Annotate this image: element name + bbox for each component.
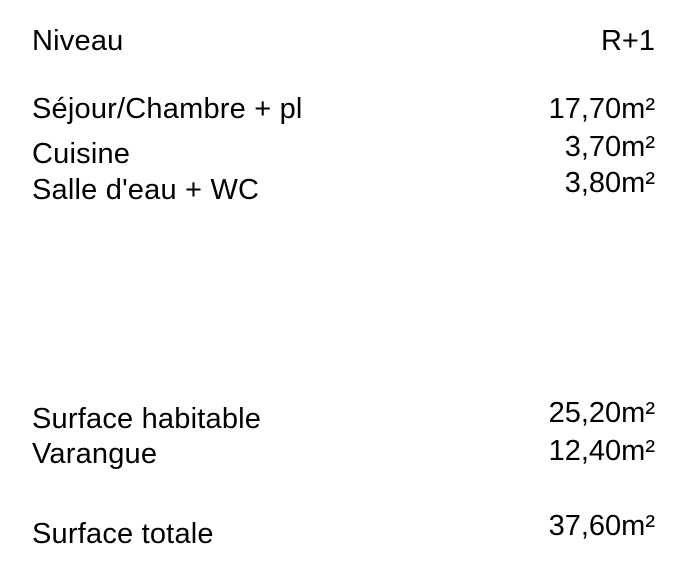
level-label: Niveau [32,25,124,57]
room-label: Cuisine [32,138,131,170]
table-row: Cuisine 3,70m² [32,131,655,171]
summary-label: Varangue [32,438,158,470]
total-row: Surface totale 37,60m² [32,510,655,551]
room-area-value: 17,70m² [548,93,655,125]
room-label: Salle d'eau + WC [32,174,260,206]
total-area-value: 37,60m² [548,510,655,542]
table-row: Salle d'eau + WC 3,80m² [32,167,655,207]
room-area-value: 3,80m² [564,167,655,199]
summary-area-value: 25,20m² [548,397,655,429]
room-area-value: 3,70m² [564,131,655,163]
summary-label: Surface habitable [32,403,262,435]
room-label: Séjour/Chambre + pl [32,93,303,125]
level-header-row: Niveau R+1 [32,25,655,58]
level-value: R+1 [600,25,655,57]
table-row: Séjour/Chambre + pl 17,70m² [32,93,655,126]
summary-area-value: 12,40m² [548,435,655,467]
table-row: Varangue 12,40m² [32,435,655,471]
total-label: Surface totale [32,518,214,550]
table-row: Surface habitable 25,20m² [32,397,655,436]
